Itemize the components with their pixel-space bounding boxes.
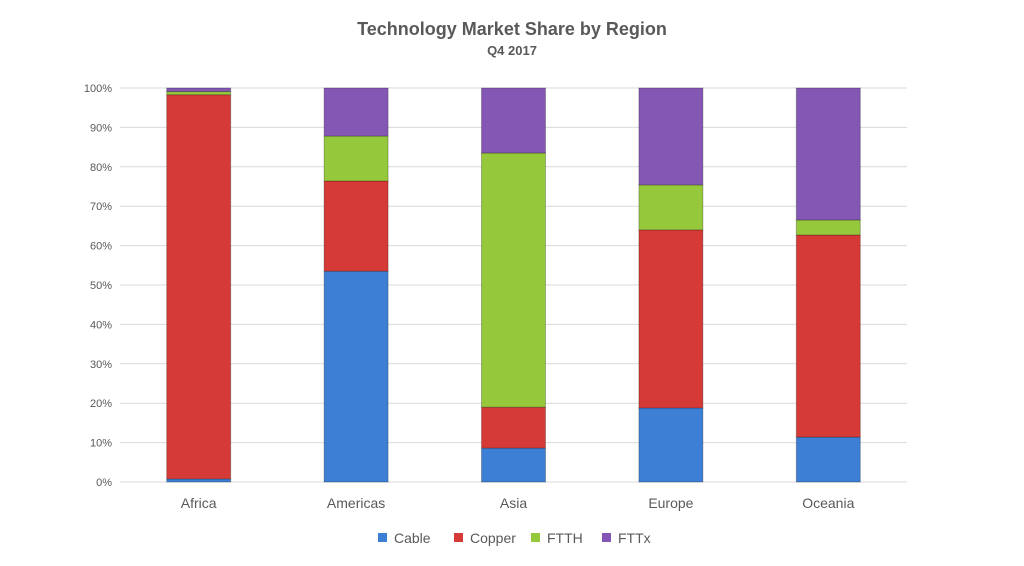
x-tick-label: Oceania (802, 495, 854, 511)
y-tick-label: 90% (90, 122, 112, 134)
y-tick-label: 0% (96, 477, 112, 489)
legend-label-fttx: FTTx (618, 530, 651, 546)
bar-fttx-asia (481, 87, 546, 154)
bar-fttx-europe (638, 87, 704, 186)
y-tick-label: 30% (90, 359, 112, 371)
bar-fttx-africa (166, 87, 232, 93)
x-tick-label: Americas (327, 495, 385, 511)
bar-copper-europe (638, 229, 704, 409)
bar-cable-asia (481, 447, 546, 483)
bar-fttx-oceania (795, 87, 861, 221)
bar-cable-oceania (795, 436, 861, 483)
bar-ftth-americas (323, 135, 389, 182)
x-tick-label: Asia (500, 495, 527, 511)
bar-cable-americas (323, 270, 389, 483)
bar-copper-oceania (795, 234, 861, 438)
bar-ftth-europe (638, 184, 704, 231)
legend-swatch-copper (454, 533, 463, 542)
bar-ftth-asia (481, 152, 546, 408)
bar-copper-africa (166, 94, 232, 480)
bar-ftth-oceania (795, 219, 861, 236)
bar-cable-europe (638, 407, 704, 483)
chart-subtitle: Q4 2017 (487, 43, 537, 58)
bar-copper-asia (481, 406, 546, 449)
y-tick-label: 80% (90, 162, 112, 174)
legend-swatch-fttx (602, 533, 611, 542)
legend-swatch-ftth (531, 533, 540, 542)
y-tick-label: 60% (90, 241, 112, 253)
bar-copper-americas (323, 180, 389, 272)
x-tick-label: Europe (648, 495, 693, 511)
y-tick-label: 100% (84, 83, 112, 95)
x-tick-label: Africa (181, 495, 217, 511)
legend-label-cable: Cable (394, 530, 431, 546)
chart-title: Technology Market Share by Region (357, 19, 667, 39)
bar-fttx-americas (323, 87, 389, 137)
legend-label-ftth: FTTH (547, 530, 583, 546)
legend-swatch-cable (378, 533, 387, 542)
legend-label-copper: Copper (470, 530, 516, 546)
y-tick-label: 70% (90, 201, 112, 213)
y-tick-label: 50% (90, 280, 112, 292)
y-tick-label: 20% (90, 398, 112, 410)
y-tick-label: 10% (90, 438, 112, 450)
y-tick-label: 40% (90, 319, 112, 331)
